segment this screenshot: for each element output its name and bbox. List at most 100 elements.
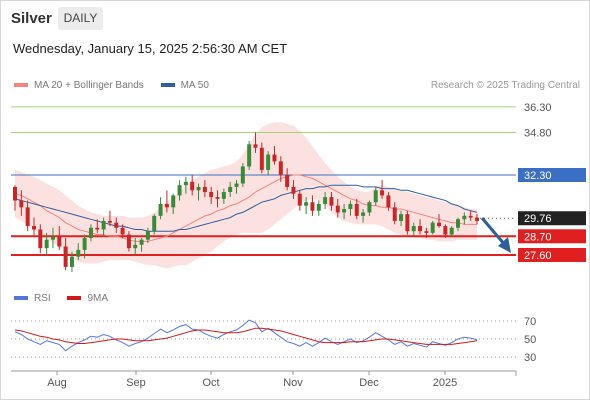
support-label-box [518, 248, 586, 262]
candle-body [462, 215, 467, 220]
candle-body [392, 207, 397, 221]
candle-body [443, 226, 448, 235]
candle-body [278, 161, 283, 175]
rsi-legend: RSI 9MA [14, 293, 122, 304]
candle-body [57, 236, 62, 247]
forecast-arrow-head [498, 237, 511, 253]
instrument-title: Silver [11, 10, 52, 27]
candle-body [430, 222, 435, 233]
rsi-tick-label: 50 [524, 334, 536, 346]
timestamp: Wednesday, January 15, 2025 2:56:30 AM C… [13, 41, 288, 56]
candle-body [367, 202, 372, 213]
candle-body [177, 185, 182, 196]
time-axis-label: Nov [283, 377, 303, 389]
candle-body [76, 249, 81, 257]
legend-ma50-label: MA 50 [180, 80, 209, 91]
forecast-arrow-shaft [480, 217, 507, 246]
candle-body [82, 237, 87, 250]
candle-body [361, 212, 366, 216]
pivot-label-box [518, 168, 586, 182]
legend-item-ma50: MA 50 [160, 80, 209, 91]
timeframe-badge[interactable]: DAILY [58, 7, 103, 30]
candle-body [468, 215, 473, 218]
rsi-tick-label: 70 [524, 316, 536, 328]
bollinger-band-area [15, 122, 477, 269]
candle-body [13, 186, 17, 201]
candle-body [329, 197, 334, 206]
candle-body [354, 203, 359, 216]
legend-ma20-label: MA 20 + Bollinger Bands [34, 80, 144, 91]
candle-body [44, 239, 49, 249]
candle-body [297, 193, 302, 206]
candle-body [399, 214, 404, 221]
candle-body [335, 205, 340, 213]
rsi-ma-swatch [67, 296, 82, 301]
candle-body [304, 202, 309, 206]
candle-body [424, 231, 429, 233]
candle-body [95, 227, 100, 230]
resistance-label: 36.30 [524, 102, 552, 114]
last_price-label-box [518, 211, 586, 226]
legend-rsi-ma-label: 9MA [87, 293, 109, 304]
candle-body [475, 217, 479, 221]
candle-body [456, 219, 461, 228]
time-axis-label: Dec [359, 377, 379, 389]
candle-body [259, 147, 264, 170]
candle-body [31, 226, 36, 230]
candle-body [50, 236, 55, 240]
candle-body [209, 192, 214, 198]
candle-body [418, 226, 423, 232]
candle-body [221, 192, 226, 199]
time-axis-label: 2025 [433, 377, 457, 389]
last_price-label: 29.76 [524, 213, 552, 225]
candle-body [291, 186, 296, 194]
time-axis-label: Aug [47, 377, 67, 389]
candle-body [101, 220, 106, 230]
candle-body [215, 197, 220, 199]
support-label-box [518, 229, 586, 244]
candle-body [253, 144, 258, 148]
rsi-tick-label: 30 [524, 352, 536, 364]
time-axis-label: Sep [126, 377, 146, 389]
resistance-label: 34.80 [524, 127, 552, 139]
candle-body [449, 227, 454, 235]
candle-body [183, 181, 188, 186]
candle-body [88, 227, 93, 238]
candle-body [380, 190, 385, 196]
candle-body [38, 229, 43, 249]
candle-body [247, 144, 252, 167]
legend-rsi-label: RSI [34, 293, 51, 304]
candle-body [323, 197, 328, 204]
rsi-swatch [14, 296, 28, 301]
legend-item-ma20: MA 20 + Bollinger Bands [14, 80, 144, 91]
candle-body [126, 234, 131, 249]
candle-body [133, 244, 138, 249]
candle-body [240, 166, 245, 184]
candle-body [107, 220, 112, 223]
credit-text: Research © 2025 Trading Central [430, 80, 580, 91]
candle-body [310, 202, 315, 211]
candle-body [373, 190, 378, 203]
candle-body [411, 226, 416, 232]
candle-body [114, 222, 119, 228]
candle-body [234, 183, 239, 187]
time-axis-label: Oct [202, 377, 219, 389]
legend-item-rsi-ma: 9MA [67, 293, 108, 304]
ma50-swatch [160, 83, 175, 88]
candle-body [316, 203, 321, 211]
candle-body [228, 186, 233, 193]
candle-body [171, 195, 176, 208]
candle-body [158, 203, 163, 216]
candle-body [196, 186, 201, 191]
candle-body [139, 239, 144, 245]
candle-body [190, 181, 195, 191]
candle-body [348, 203, 353, 210]
candle-body [19, 200, 24, 208]
support-label: 28.70 [524, 231, 552, 243]
candle-body [145, 231, 150, 240]
candle-body [386, 195, 391, 208]
legend-item-rsi: RSI [14, 293, 51, 304]
candle-body [152, 215, 157, 232]
candle-body [405, 214, 410, 232]
